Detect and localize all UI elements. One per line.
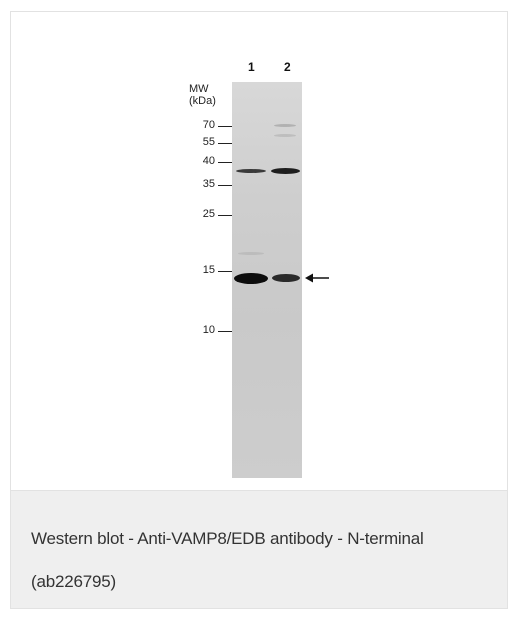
marker-label-35: 35 <box>202 178 215 190</box>
band-lane2-target <box>272 274 300 282</box>
western-blot-figure: 1 2 MW (kDa) 70 55 40 35 25 <box>11 12 507 490</box>
faint-band-lane1-17kda <box>238 252 264 255</box>
lane-label-1: 1 <box>248 60 255 74</box>
marker-tick-15 <box>218 271 232 272</box>
band-lane1-target <box>234 273 268 284</box>
marker-label-55: 55 <box>202 136 215 148</box>
left-arrow-icon <box>305 273 329 283</box>
marker-label-10: 10 <box>202 324 215 336</box>
faint-band-lane2-lower <box>274 134 296 137</box>
band-lane1-37kda <box>236 169 266 173</box>
marker-label-40: 40 <box>202 155 215 167</box>
marker-tick-40 <box>218 162 232 163</box>
marker-tick-70 <box>218 126 232 127</box>
marker-label-25: 25 <box>202 208 215 220</box>
marker-label-70: 70 <box>202 119 215 131</box>
marker-tick-25 <box>218 215 232 216</box>
marker-tick-10 <box>218 331 232 332</box>
mw-header: MW (kDa) <box>189 83 216 107</box>
marker-tick-35 <box>218 185 232 186</box>
blot-membrane <box>232 82 302 478</box>
mw-header-line2: (kDa) <box>189 95 216 107</box>
image-caption: Western blot - Anti-VAMP8/EDB antibody -… <box>11 490 507 608</box>
marker-tick-55 <box>218 143 232 144</box>
band-lane2-37kda <box>271 168 300 174</box>
image-card: 1 2 MW (kDa) 70 55 40 35 25 <box>10 11 508 609</box>
mw-header-line1: MW <box>189 83 209 95</box>
lane-label-2: 2 <box>284 60 291 74</box>
marker-label-15: 15 <box>202 264 215 276</box>
faint-band-lane2-upper <box>274 124 296 127</box>
